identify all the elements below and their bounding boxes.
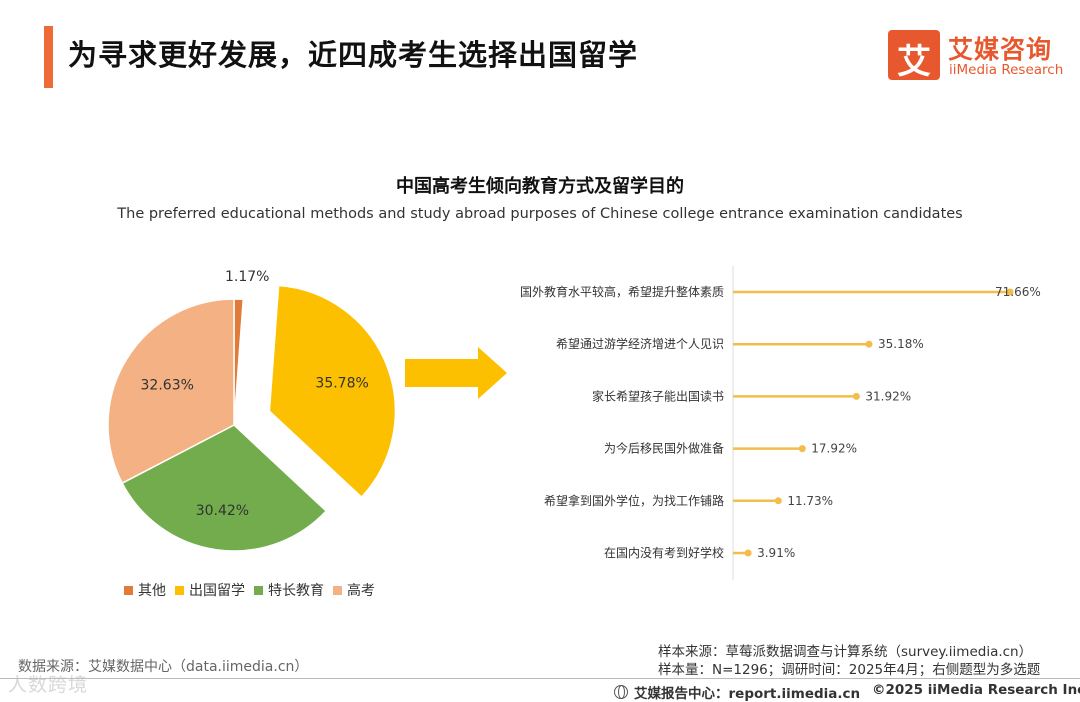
page-title: 为寻求更好发展，近四成考生选择出国留学 bbox=[68, 38, 639, 72]
logo-text-cn: 艾媒咨询 bbox=[948, 35, 1053, 64]
legend-swatch-1 bbox=[175, 585, 184, 595]
bar-value-4: 11.73% bbox=[787, 494, 833, 508]
bar-dot-4 bbox=[774, 497, 782, 505]
bar-dot-0 bbox=[1006, 288, 1014, 296]
bar-dot-5 bbox=[744, 549, 752, 557]
pie-slice-3 bbox=[107, 298, 235, 485]
legend-swatch-3 bbox=[333, 585, 342, 595]
legend-item-2: 特长教育 bbox=[254, 580, 324, 600]
bar-category-4: 希望拿到国外学位，为找工作铺路 bbox=[544, 493, 724, 508]
bar-dot-1 bbox=[865, 340, 873, 348]
legend-swatch-2 bbox=[254, 585, 263, 595]
bar-value-2: 31.92% bbox=[865, 389, 911, 403]
pie-label-1: 35.78% bbox=[315, 376, 368, 392]
legend-item-0: 其他 bbox=[124, 580, 166, 600]
bar-dot-2 bbox=[852, 392, 860, 400]
bar-category-2: 家长希望孩子能出国读书 bbox=[592, 388, 724, 403]
legend-swatch-0 bbox=[124, 585, 133, 595]
pie-slice-1 bbox=[268, 284, 397, 499]
legend-label-1: 出国留学 bbox=[189, 583, 245, 599]
title-accent-bar bbox=[44, 26, 53, 88]
bar-category-3: 为今后移民国外做准备 bbox=[604, 441, 724, 456]
legend-item-1: 出国留学 bbox=[175, 580, 245, 600]
watermark: 人数跨境 bbox=[8, 674, 89, 696]
pie-label-0: 1.17% bbox=[225, 269, 269, 285]
lollipop-chart: 国外教育水平较高，希望提升整体素质 71.66% 希望通过游学经济增进个人见识 35.… bbox=[520, 266, 1041, 580]
bar-category-0: 国外教育水平较高，希望提升整体素质 bbox=[520, 284, 724, 299]
pie-label-3: 32.63% bbox=[141, 377, 194, 393]
pie-legend: 其他 出国留学 特长教育 高考 bbox=[124, 580, 384, 600]
bar-value-5: 3.91% bbox=[757, 546, 795, 560]
bar-value-0: 71.66% bbox=[995, 285, 1041, 299]
iimedia-logo[interactable]: 艾 艾媒咨询 iiMedia Research bbox=[888, 30, 1068, 82]
sample-size: 样本量：N=1296；调研时间：2025年4月；右侧题型为多选题 bbox=[658, 662, 1041, 678]
chart-title: 中国高考生倾向教育方式及留学目的 bbox=[396, 176, 684, 197]
bar-value-1: 35.18% bbox=[878, 337, 924, 351]
logo-icon: 艾 bbox=[888, 30, 940, 82]
bar-value-3: 17.92% bbox=[811, 442, 857, 456]
bar-dot-3 bbox=[798, 445, 806, 453]
sample-source: 样本来源：草莓派数据调查与计算系统（survey.iimedia.cn） bbox=[658, 644, 1033, 660]
footer-divider bbox=[0, 678, 1080, 679]
legend-label-2: 特长教育 bbox=[268, 583, 324, 599]
report-center-link[interactable]: 艾媒报告中心：report.iimedia.cn bbox=[614, 682, 860, 702]
legend-label-0: 其他 bbox=[138, 583, 166, 599]
chart-subtitle: The preferred educational methods and st… bbox=[117, 206, 963, 222]
legend-item-3: 高考 bbox=[333, 580, 375, 600]
copyright: ©2025 iiMedia Research Inc bbox=[872, 682, 1080, 698]
data-source: 数据来源：艾媒数据中心（data.iimedia.cn） bbox=[18, 659, 309, 675]
globe-icon bbox=[614, 685, 628, 699]
logo-text-en: iiMedia Research bbox=[949, 62, 1064, 78]
report-center-text: 艾媒报告中心：report.iimedia.cn bbox=[634, 686, 861, 702]
pie-chart: 1.17% 35.78% 30.42% 32.63% bbox=[107, 269, 397, 552]
pie-slice-0 bbox=[233, 298, 245, 426]
pie-slice-2 bbox=[121, 424, 328, 552]
pie-label-2: 30.42% bbox=[196, 503, 249, 519]
legend-label-3: 高考 bbox=[347, 583, 375, 599]
bar-category-5: 在国内没有考到好学校 bbox=[604, 545, 724, 560]
right-arrow-icon bbox=[405, 347, 507, 399]
bar-category-1: 希望通过游学经济增进个人见识 bbox=[556, 336, 724, 351]
